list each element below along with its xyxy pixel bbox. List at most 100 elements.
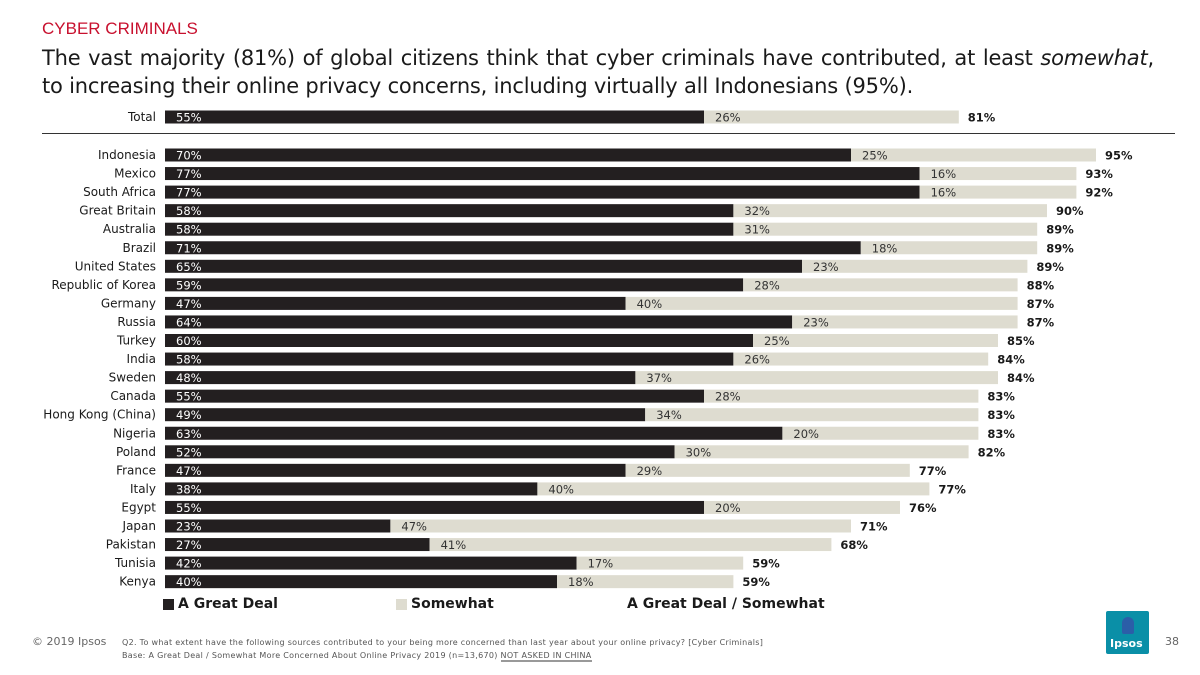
bar-great-deal-india bbox=[165, 352, 734, 366]
bar-somewhat-mexico bbox=[919, 167, 1077, 181]
label-somewhat-kenya: 18% bbox=[568, 575, 594, 589]
label-great-deal-great-britain: 58% bbox=[176, 204, 202, 218]
bar-great-deal-total bbox=[165, 110, 704, 124]
base-text: Base: A Great Deal / Somewhat More Conce… bbox=[122, 651, 501, 660]
bar-great-deal-kenya bbox=[165, 575, 557, 589]
bar-great-deal-south-africa bbox=[165, 185, 920, 199]
label-total-republic-of-korea: 88% bbox=[1027, 278, 1055, 292]
bar-somewhat-tunisia bbox=[576, 556, 744, 570]
label-great-deal-germany: 47% bbox=[176, 297, 202, 311]
label-great-deal-hong-kong-china: 49% bbox=[176, 408, 202, 422]
category-label-hong-kong-china: Hong Kong (China) bbox=[43, 408, 156, 422]
bar-great-deal-tunisia bbox=[165, 556, 577, 570]
label-total-great-britain: 90% bbox=[1056, 204, 1084, 218]
legend-label-great-deal: A Great Deal bbox=[178, 596, 278, 612]
category-label-tunisia: Tunisia bbox=[114, 556, 156, 570]
label-great-deal-south-africa: 77% bbox=[176, 186, 202, 200]
legend-label-total: A Great Deal / Somewhat bbox=[627, 596, 825, 612]
bar-great-deal-united-states bbox=[165, 259, 802, 273]
logo-mark-icon bbox=[1122, 617, 1134, 634]
label-somewhat-india: 26% bbox=[744, 353, 770, 367]
bar-great-deal-egypt bbox=[165, 500, 704, 514]
label-total-south-africa: 92% bbox=[1085, 186, 1113, 200]
bar-great-deal-germany bbox=[165, 296, 626, 310]
legend-somewhat: Somewhat bbox=[396, 596, 494, 612]
category-label-russia: Russia bbox=[117, 315, 156, 329]
headline: The vast majority (81%) of global citize… bbox=[42, 44, 1154, 100]
bar-somewhat-south-africa bbox=[919, 185, 1077, 199]
label-total-canada: 83% bbox=[987, 390, 1015, 404]
bar-great-deal-indonesia bbox=[165, 148, 851, 162]
category-label-kenya: Kenya bbox=[119, 575, 156, 589]
bar-somewhat-brazil bbox=[860, 241, 1038, 255]
bar-somewhat-poland bbox=[674, 445, 969, 459]
label-total-japan: 71% bbox=[860, 520, 888, 534]
label-great-deal-united-states: 65% bbox=[176, 260, 202, 274]
label-great-deal-japan: 23% bbox=[176, 520, 202, 534]
label-somewhat-pakistan: 41% bbox=[441, 538, 467, 552]
label-somewhat-mexico: 16% bbox=[931, 167, 957, 181]
label-total-hong-kong-china: 83% bbox=[987, 408, 1015, 422]
category-label-france: France bbox=[116, 463, 156, 477]
bar-somewhat-france bbox=[625, 463, 910, 477]
category-label-sweden: Sweden bbox=[109, 371, 156, 385]
label-great-deal-poland: 52% bbox=[176, 445, 202, 459]
label-total-india: 84% bbox=[997, 353, 1025, 367]
label-somewhat-italy: 40% bbox=[548, 482, 574, 496]
bar-great-deal-nigeria bbox=[165, 426, 783, 440]
bar-somewhat-india bbox=[733, 352, 989, 366]
label-great-deal-italy: 38% bbox=[176, 482, 202, 496]
bar-great-deal-poland bbox=[165, 445, 675, 459]
bar-great-deal-republic-of-korea bbox=[165, 278, 744, 292]
headline-text-1: The vast majority (81%) of global citize… bbox=[42, 46, 1041, 70]
bar-somewhat-russia bbox=[792, 315, 1018, 329]
category-label-pakistan: Pakistan bbox=[106, 538, 156, 552]
label-total-united-states: 89% bbox=[1036, 260, 1064, 274]
label-somewhat-indonesia: 25% bbox=[862, 149, 888, 163]
label-great-deal-brazil: 71% bbox=[176, 241, 202, 255]
label-total-total: 81% bbox=[968, 111, 996, 125]
label-somewhat-brazil: 18% bbox=[872, 241, 898, 255]
label-somewhat-republic-of-korea: 28% bbox=[754, 278, 780, 292]
bar-somewhat-australia bbox=[733, 222, 1038, 236]
bar-great-deal-hong-kong-china bbox=[165, 408, 646, 422]
category-label-south-africa: South Africa bbox=[83, 185, 156, 199]
category-label-japan: Japan bbox=[122, 519, 156, 533]
bar-great-deal-sweden bbox=[165, 371, 636, 385]
bar-somewhat-republic-of-korea bbox=[743, 278, 1018, 292]
category-label-italy: Italy bbox=[130, 482, 156, 496]
bar-great-deal-brazil bbox=[165, 241, 861, 255]
legend-great-deal: A Great Deal bbox=[163, 596, 278, 612]
category-label-egypt: Egypt bbox=[121, 500, 156, 514]
label-somewhat-sweden: 37% bbox=[646, 371, 672, 385]
bar-great-deal-japan bbox=[165, 519, 391, 533]
label-total-poland: 82% bbox=[978, 445, 1006, 459]
label-total-nigeria: 83% bbox=[987, 427, 1015, 441]
label-somewhat-united-states: 23% bbox=[813, 260, 839, 274]
label-somewhat-egypt: 20% bbox=[715, 501, 741, 515]
label-total-egypt: 76% bbox=[909, 501, 937, 515]
legend-total: A Great Deal / Somewhat bbox=[627, 596, 825, 612]
category-label-poland: Poland bbox=[116, 445, 156, 459]
label-somewhat-australia: 31% bbox=[744, 223, 770, 237]
logo-text: Ipsos bbox=[1110, 637, 1143, 650]
copyright: © 2019 Ipsos bbox=[32, 635, 107, 648]
question-text: Q2. To what extent have the following so… bbox=[122, 638, 764, 647]
label-great-deal-canada: 55% bbox=[176, 390, 202, 404]
label-somewhat-tunisia: 17% bbox=[588, 557, 614, 571]
category-label-nigeria: Nigeria bbox=[113, 426, 156, 440]
label-total-brazil: 89% bbox=[1046, 241, 1074, 255]
bar-somewhat-italy bbox=[537, 482, 930, 496]
headline-emphasis: somewhat bbox=[1040, 46, 1148, 70]
label-total-sweden: 84% bbox=[1007, 371, 1035, 385]
label-great-deal-turkey: 60% bbox=[176, 334, 202, 348]
category-label-indonesia: Indonesia bbox=[98, 148, 156, 162]
label-total-mexico: 93% bbox=[1085, 167, 1113, 181]
category-label-canada: Canada bbox=[110, 389, 156, 403]
label-great-deal-total: 55% bbox=[176, 111, 202, 125]
label-total-germany: 87% bbox=[1027, 297, 1055, 311]
label-total-turkey: 85% bbox=[1007, 334, 1035, 348]
label-total-russia: 87% bbox=[1027, 315, 1055, 329]
label-somewhat-hong-kong-china: 34% bbox=[656, 408, 682, 422]
bar-somewhat-indonesia bbox=[851, 148, 1096, 162]
